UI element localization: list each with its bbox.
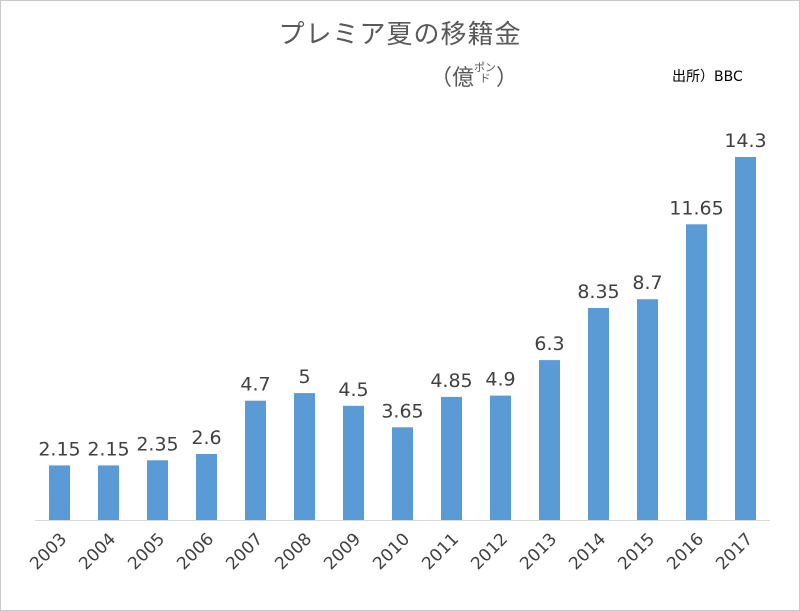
value-label-2008: 5	[298, 366, 310, 388]
x-tick-label-2005: 2005	[124, 529, 169, 574]
x-tick-label-2017: 2017	[712, 529, 757, 574]
x-tick-label-2015: 2015	[614, 529, 659, 574]
x-tick-label-2009: 2009	[320, 529, 365, 574]
value-label-2009: 4.5	[338, 379, 368, 401]
bar-2009	[343, 405, 364, 520]
bar-2010	[392, 427, 413, 520]
unit-small-kana: ポンド	[474, 61, 497, 85]
x-tick-label-2006: 2006	[173, 529, 218, 574]
value-label-2006: 2.6	[191, 427, 221, 449]
value-label-2017: 14.3	[724, 130, 766, 152]
value-label-2012: 4.9	[485, 369, 515, 391]
value-label-2013: 6.3	[534, 333, 564, 355]
value-label-2004: 2.15	[87, 438, 129, 460]
x-tick-labels-group: 2003 2004 2005 2006 2007 2008 2009 2010 2011 2012…	[26, 529, 757, 574]
bar-2006	[196, 454, 217, 520]
x-tick-label-2008: 2008	[271, 529, 316, 574]
unit-main: 億	[452, 66, 475, 91]
chart-title: プレミア夏の移籍金	[278, 20, 522, 50]
bar-2012	[490, 395, 511, 520]
value-label-2005: 2.35	[136, 433, 178, 455]
bar-2014	[588, 308, 609, 520]
bar-2015	[637, 299, 658, 520]
unit-open-paren: （	[430, 66, 453, 91]
value-label-2003: 2.15	[38, 438, 80, 460]
unit-close-paren: ）	[496, 66, 519, 91]
x-tick-label-2003: 2003	[26, 529, 71, 574]
value-labels-group: 2.15 2.15 2.35 2.6 4.7 5 4.5 3.65 4.85 4.9 6.3 8.35…	[38, 130, 766, 460]
bar-2004	[98, 465, 119, 520]
bar-2013	[539, 360, 560, 520]
chart-source: 出所）BBC	[672, 69, 743, 85]
value-label-2015: 8.7	[632, 272, 662, 294]
x-tick-label-2014: 2014	[565, 529, 610, 574]
x-tick-label-2004: 2004	[75, 529, 120, 574]
bar-2017	[735, 157, 756, 520]
value-label-2016: 11.65	[669, 197, 723, 219]
bar-2007	[245, 400, 266, 520]
x-tick-label-2007: 2007	[222, 529, 267, 574]
x-tick-label-2016: 2016	[663, 529, 708, 574]
x-tick-label-2012: 2012	[467, 529, 512, 574]
x-tick-label-2010: 2010	[369, 529, 414, 574]
value-label-2011: 4.85	[430, 370, 472, 392]
chart-unit-label: （億ポンド）	[430, 60, 518, 92]
bar-2011	[441, 396, 462, 520]
bar-2005	[147, 460, 168, 520]
value-label-2007: 4.7	[240, 374, 270, 396]
bars-group	[49, 157, 756, 521]
x-tick-label-2011: 2011	[418, 529, 463, 574]
bar-2003	[49, 465, 70, 520]
value-label-2014: 8.35	[577, 281, 619, 303]
bar-2016	[686, 224, 707, 521]
value-label-2010: 3.65	[381, 400, 423, 422]
bar-2008	[294, 393, 315, 520]
x-tick-label-2013: 2013	[516, 529, 561, 574]
